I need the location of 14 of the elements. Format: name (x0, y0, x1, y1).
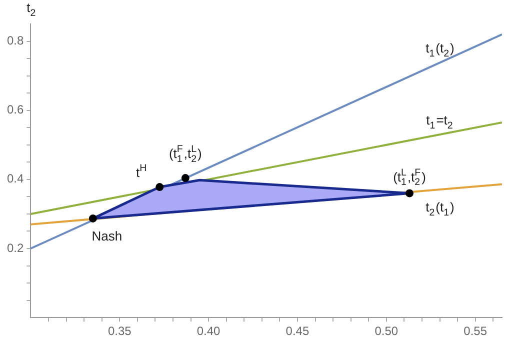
x-tick-label: 0.40 (196, 324, 221, 338)
x-tick-label: 0.55 (464, 324, 488, 338)
annotation: Nash (92, 228, 122, 244)
point (406, 189, 414, 198)
x-tick-label: 0.50 (374, 324, 398, 338)
y-tick-label: 0.8 (6, 34, 24, 48)
y-tick-label: 0.4 (6, 172, 24, 186)
y-tick-label: 0.6 (6, 102, 24, 117)
point (156, 183, 164, 192)
x-tick-label: 0.45 (286, 324, 310, 338)
y-tick-label: 0.2 (6, 240, 24, 255)
x-tick-label: 0.35 (108, 324, 132, 338)
point (181, 174, 190, 182)
point (88, 214, 97, 222)
